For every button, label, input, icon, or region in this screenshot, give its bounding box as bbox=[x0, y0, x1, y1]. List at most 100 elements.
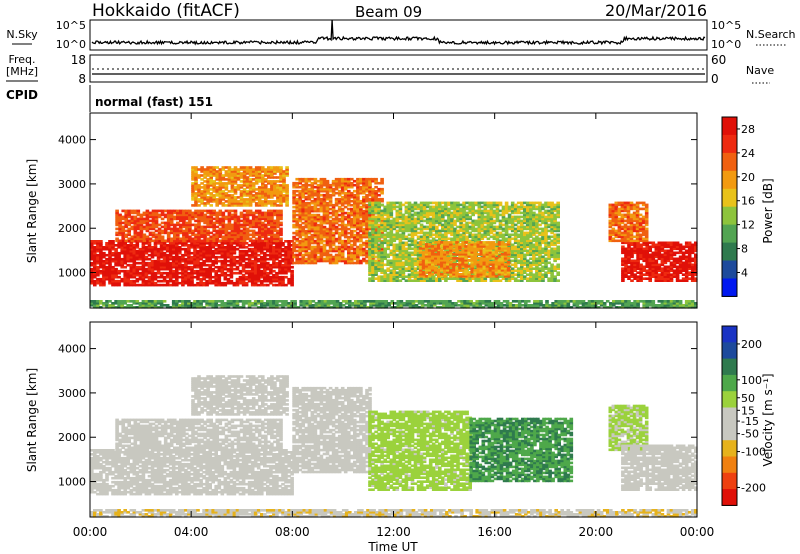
heatmap-cell bbox=[118, 213, 122, 217]
heatmap-cell bbox=[477, 209, 482, 213]
heatmap-cell bbox=[356, 205, 360, 209]
heatmap-cell bbox=[304, 197, 309, 201]
heatmap-cell bbox=[197, 168, 201, 171]
heatmap-cell bbox=[419, 207, 424, 211]
heatmap-cell bbox=[319, 241, 324, 245]
heatmap-cell bbox=[386, 215, 390, 219]
heatmap-cell bbox=[247, 255, 252, 259]
heatmap-cell bbox=[407, 209, 412, 213]
heatmap-cell bbox=[295, 221, 299, 225]
heatmap-cell bbox=[377, 249, 381, 253]
heatmap-cell bbox=[285, 174, 289, 177]
heatmap-cell bbox=[136, 237, 141, 241]
heatmap-cell bbox=[353, 235, 357, 239]
heatmap-cell bbox=[492, 279, 497, 282]
heatmap-cell bbox=[337, 253, 342, 257]
heatmap-cell bbox=[416, 251, 421, 255]
heatmap-cell bbox=[217, 247, 222, 251]
heatmap-cell bbox=[295, 203, 299, 207]
heatmap-cell bbox=[389, 221, 394, 225]
heatmap-cell bbox=[241, 244, 246, 247]
heatmap-cell bbox=[343, 247, 348, 251]
heatmap-cell bbox=[279, 233, 283, 237]
heatmap-cell bbox=[416, 231, 421, 235]
heatmap-cell bbox=[395, 255, 400, 259]
heatmap-cell bbox=[136, 225, 141, 229]
heatmap-cell bbox=[416, 207, 421, 211]
heatmap-cell bbox=[276, 180, 280, 183]
heatmap-cell bbox=[374, 193, 378, 197]
heatmap-cell bbox=[102, 281, 106, 285]
heatmap-cell bbox=[147, 279, 152, 283]
heatmap-cell bbox=[233, 192, 238, 195]
heatmap-cell bbox=[419, 259, 424, 263]
heatmap-cell bbox=[401, 257, 406, 261]
heatmap-cell bbox=[254, 211, 259, 215]
heatmap-cell bbox=[279, 239, 283, 243]
heatmap-cell bbox=[139, 215, 144, 219]
heatmap-cell bbox=[374, 273, 378, 276]
heatmap-cell bbox=[218, 229, 223, 233]
heatmap-cell bbox=[401, 263, 406, 267]
heatmap-cell bbox=[232, 283, 237, 287]
heatmap-cell bbox=[209, 184, 213, 187]
heatmap-cell bbox=[428, 211, 433, 215]
heatmap-cell bbox=[447, 215, 451, 219]
heatmap-cell bbox=[153, 263, 158, 267]
heatmap-cell bbox=[316, 217, 321, 221]
heatmap-cell bbox=[115, 209, 119, 213]
heatmap-cell bbox=[325, 185, 330, 189]
heatmap-cell bbox=[123, 255, 127, 259]
heatmap-cell bbox=[93, 242, 97, 245]
heatmap-cell bbox=[241, 281, 246, 285]
heatmap-cell bbox=[185, 217, 189, 221]
heatmap-cell bbox=[322, 183, 327, 187]
heatmap-cell bbox=[151, 231, 156, 235]
heatmap-cell bbox=[108, 240, 112, 243]
heatmap-cell bbox=[362, 187, 366, 191]
heatmap-cell bbox=[250, 244, 255, 247]
heatmap-cell bbox=[239, 192, 244, 195]
heatmap-cell bbox=[127, 227, 131, 231]
heatmap-cell bbox=[404, 207, 409, 211]
heatmap-cell bbox=[251, 186, 256, 189]
heatmap-cell bbox=[236, 168, 241, 171]
heatmap-cell bbox=[264, 213, 268, 217]
heatmap-cell bbox=[247, 263, 252, 267]
heatmap-cell bbox=[292, 231, 296, 235]
heatmap-cell bbox=[374, 199, 378, 203]
heatmap-cell bbox=[196, 269, 200, 273]
heatmap-cell bbox=[197, 188, 201, 191]
heatmap-cell bbox=[389, 273, 394, 276]
heatmap-cell bbox=[416, 243, 421, 247]
heatmap-cell bbox=[410, 257, 415, 261]
heatmap-cell bbox=[310, 193, 315, 197]
heatmap-cell bbox=[465, 231, 469, 235]
heatmap-cell bbox=[200, 239, 204, 243]
heatmap-cell bbox=[260, 283, 264, 287]
heatmap-cell bbox=[279, 184, 283, 187]
heatmap-cell bbox=[233, 196, 238, 199]
heatmap-cell bbox=[386, 263, 390, 267]
heatmap-cell bbox=[96, 247, 100, 251]
heatmap-cell bbox=[322, 231, 327, 235]
heatmap-cell bbox=[347, 189, 351, 193]
heatmap-cell bbox=[334, 213, 339, 217]
heatmap-cell bbox=[453, 277, 457, 280]
heatmap-cell bbox=[486, 237, 491, 241]
noise-tick-high-left: 10^5 bbox=[56, 19, 86, 32]
heatmap-cell bbox=[261, 204, 265, 207]
heatmap-cell bbox=[284, 251, 288, 255]
heatmap-cell bbox=[194, 237, 198, 241]
heatmap-cell bbox=[322, 211, 327, 215]
heatmap-cell bbox=[269, 263, 273, 267]
heatmap-cell bbox=[471, 207, 475, 211]
heatmap-cell bbox=[238, 281, 243, 285]
heatmap-cell bbox=[260, 259, 264, 263]
heatmap-cell bbox=[450, 231, 454, 235]
heatmap-cell bbox=[99, 283, 103, 287]
heatmap-cell bbox=[224, 196, 229, 199]
heatmap-cell bbox=[244, 253, 249, 257]
heatmap-cell bbox=[230, 229, 235, 233]
heatmap-cell bbox=[328, 221, 333, 225]
